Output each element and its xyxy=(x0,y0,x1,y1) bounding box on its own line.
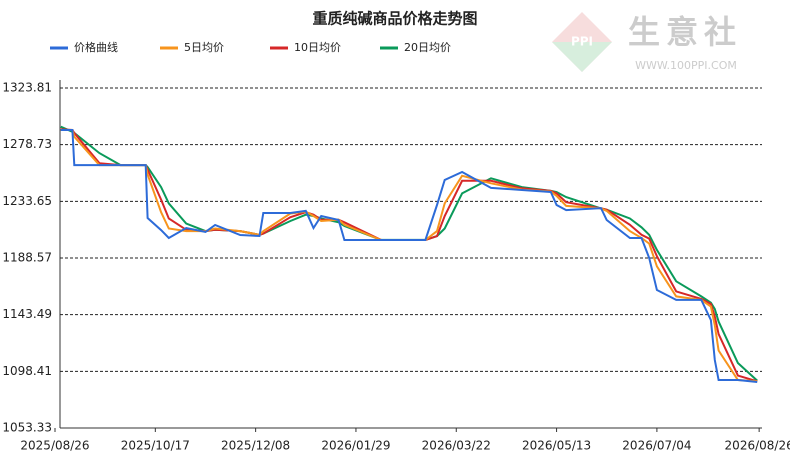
y-tick-label: 1053.33 xyxy=(2,421,52,435)
series-line xyxy=(60,129,758,383)
svg-text:PPI: PPI xyxy=(571,35,593,49)
legend-label: 10日均价 xyxy=(294,41,341,54)
chart-title: 重质纯碱商品价格走势图 xyxy=(312,10,477,28)
x-tick-label: 2025/08/26 xyxy=(20,439,89,453)
watermark-logo: PPI xyxy=(552,12,612,72)
y-tick-label: 1278.73 xyxy=(2,137,52,151)
x-tick-label: 2026/07/04 xyxy=(622,439,691,453)
x-tick-label: 2026/05/13 xyxy=(522,439,591,453)
x-tick-label: 2025/10/17 xyxy=(121,439,190,453)
watermark-name: 生意社 xyxy=(628,13,742,51)
x-tick-label: 2026/08/26 xyxy=(725,439,790,453)
watermark-url: WWW.100PPI.COM xyxy=(635,59,737,72)
y-tick-label: 1233.65 xyxy=(2,194,52,208)
x-tick-label: 2026/01/29 xyxy=(321,439,390,453)
y-tick-label: 1188.57 xyxy=(2,251,52,265)
legend-label: 价格曲线 xyxy=(74,40,118,54)
legend: 价格曲线 5日均价 10日均价 20日均价 xyxy=(50,40,451,54)
legend-label: 5日均价 xyxy=(184,41,224,54)
y-tick-label: 1098.41 xyxy=(2,364,52,378)
y-tick-label: 1143.49 xyxy=(2,307,52,321)
y-tick-label: 1323.81 xyxy=(2,81,52,95)
legend-label: 20日均价 xyxy=(404,41,451,54)
x-tick-label: 2025/12/08 xyxy=(221,439,290,453)
series-line xyxy=(60,129,758,383)
x-tick-label: 2026/03/22 xyxy=(422,439,491,453)
